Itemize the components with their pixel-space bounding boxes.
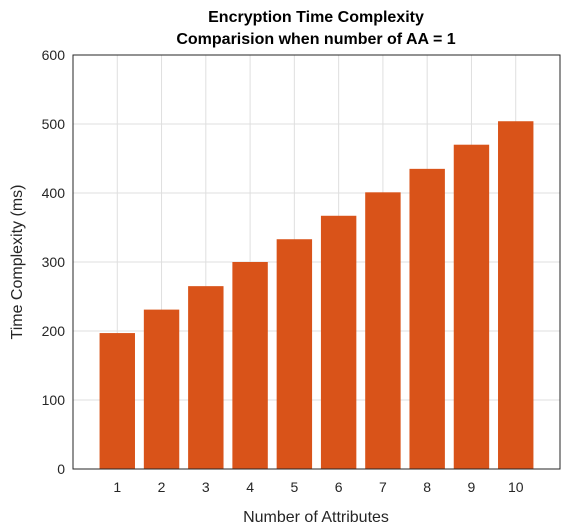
bar (188, 286, 224, 469)
chart-title-line-2: Comparision when number of AA = 1 (176, 31, 455, 48)
y-axis-label: Time Complexity (ms) (9, 185, 26, 340)
x-tick-label: 6 (335, 479, 343, 495)
y-tick-label: 300 (42, 254, 66, 270)
x-tick-label: 10 (508, 479, 524, 495)
bar (453, 144, 490, 469)
x-tick-label: 2 (158, 479, 166, 495)
y-tick-label: 600 (42, 47, 66, 63)
x-tick-labels: 1 2 3 4 5 6 7 8 9 10 (113, 479, 523, 495)
x-tick-label: 1 (113, 479, 121, 495)
chart-title-line-1: Encryption Time Complexity (208, 9, 424, 26)
y-tick-labels: 0 100 200 300 400 500 600 (42, 47, 66, 477)
x-tick-label: 3 (202, 479, 210, 495)
x-axis-label: Number of Attributes (243, 509, 389, 526)
y-tick-label: 500 (42, 116, 66, 132)
bar (365, 192, 401, 469)
x-tick-label: 7 (379, 479, 387, 495)
y-tick-label: 0 (57, 461, 65, 477)
y-tick-label: 200 (42, 323, 66, 339)
x-tick-label: 8 (423, 479, 431, 495)
bar (232, 262, 268, 469)
plot-frame (72, 54, 561, 470)
bar (320, 215, 357, 469)
bars (99, 121, 534, 470)
x-tick-label: 4 (246, 479, 254, 495)
x-tick-label: 5 (290, 479, 298, 495)
bar (498, 121, 534, 470)
bar (143, 309, 180, 469)
bar (276, 239, 313, 469)
x-tick-label: 9 (468, 479, 476, 495)
y-tick-label: 400 (42, 185, 66, 201)
bar (99, 333, 135, 469)
y-tick-label: 100 (42, 392, 66, 408)
bar (409, 168, 445, 469)
